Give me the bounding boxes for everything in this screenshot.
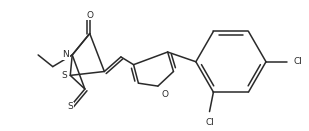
Text: Cl: Cl: [293, 57, 302, 66]
Text: S: S: [67, 102, 73, 111]
Text: N: N: [62, 50, 69, 59]
Text: Cl: Cl: [205, 118, 214, 127]
Text: O: O: [162, 90, 169, 99]
Text: O: O: [86, 10, 93, 20]
Text: S: S: [61, 71, 67, 80]
